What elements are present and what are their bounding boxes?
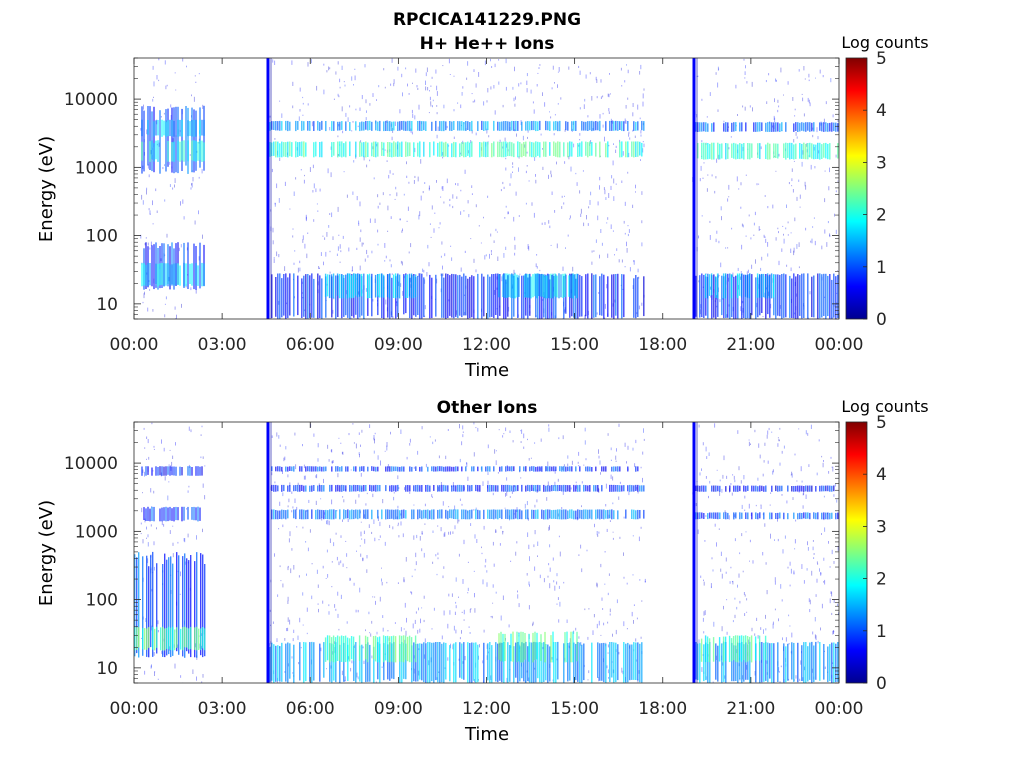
- x-tick-label: 00:00: [815, 699, 864, 719]
- colorbar-label: Log counts: [841, 33, 928, 52]
- band-13: [700, 635, 767, 663]
- x-tick-label: 03:00: [198, 699, 247, 719]
- y-tick-label: 10: [96, 659, 118, 679]
- x-tick-label: 09:00: [374, 335, 423, 355]
- band-1: [134, 626, 206, 651]
- y-tick-label: 10000: [64, 90, 118, 110]
- band-6: [271, 509, 645, 520]
- band-2: [141, 119, 205, 137]
- x-tick-label: 06:00: [286, 335, 335, 355]
- x-tick-label: 00:00: [110, 699, 159, 719]
- panel-title: Other Ions: [437, 398, 538, 418]
- colorbar: [845, 57, 868, 320]
- y-tick-label: 100: [86, 227, 118, 247]
- colorbar-tick-label: 3: [876, 153, 887, 173]
- colorbar: [845, 421, 868, 684]
- y-tick-label: 10000: [64, 454, 118, 474]
- band-11: [695, 485, 835, 492]
- spectrogram-panel-other: Other Ions 00:00 03:00 06:00 09:00 12:00 15:0…: [36, 397, 929, 745]
- x-tick-label: 00:00: [815, 335, 864, 355]
- spike-line-0: [266, 58, 270, 319]
- band-7: [269, 641, 643, 683]
- band-3: [141, 466, 203, 476]
- band-9: [498, 631, 578, 663]
- spike-edge-0: [270, 58, 272, 319]
- colorbar-tick-label: 1: [876, 622, 887, 642]
- spectrogram-panel-h-he: H+ He++ Ions 00:00 03:00 06:00 09:00 12:00 15…: [36, 33, 929, 381]
- spectrogram-content: [134, 422, 839, 683]
- band-4: [141, 262, 205, 287]
- y-tick-label: 10: [96, 295, 118, 315]
- spike-line-0: [266, 422, 270, 683]
- x-tick-label: 15:00: [550, 335, 599, 355]
- panel-title: H+ He++ Ions: [420, 34, 555, 54]
- colorbar-tick-label: 5: [876, 413, 887, 433]
- x-tick-label: 12:00: [462, 699, 511, 719]
- figure-title: RPCICA141229.PNG: [393, 10, 581, 30]
- spectrogram-content: [140, 58, 839, 319]
- band-11: [695, 122, 839, 132]
- band-6: [269, 120, 645, 132]
- band-2: [143, 506, 201, 522]
- band-8: [324, 635, 417, 663]
- band-10: [697, 142, 839, 160]
- band-5: [269, 141, 643, 158]
- spike-line-1: [692, 422, 696, 683]
- y-tick-label: 1000: [75, 522, 118, 542]
- spike-edge-1: [696, 422, 698, 683]
- band-8: [324, 273, 417, 299]
- spike-line-1: [692, 58, 696, 319]
- y-axis-label: Energy (eV): [36, 500, 57, 606]
- x-tick-label: 18:00: [638, 335, 687, 355]
- x-tick-label: 15:00: [550, 699, 599, 719]
- band-4: [271, 466, 639, 472]
- x-tick-label: 00:00: [110, 335, 159, 355]
- colorbar-label: Log counts: [841, 397, 928, 416]
- band-9: [498, 273, 578, 299]
- spike-edge-1: [696, 58, 698, 319]
- colorbar-tick-label: 3: [876, 517, 887, 537]
- spectrogram-area: 00:00 03:00 06:00 09:00 12:00 15:00 18:00 21:00…: [64, 49, 887, 355]
- x-tick-label: 21:00: [726, 699, 775, 719]
- band-5: [271, 484, 645, 492]
- colorbar-tick-label: 0: [876, 674, 887, 694]
- colorbar-tick-label: 1: [876, 258, 887, 278]
- band-13: [704, 273, 775, 299]
- x-tick-label: 18:00: [638, 699, 687, 719]
- x-axis-label: Time: [464, 360, 509, 381]
- colorbar-tick-label: 5: [876, 49, 887, 69]
- colorbar-tick-label: 2: [876, 206, 887, 226]
- colorbar-tick-label: 4: [876, 101, 887, 121]
- x-tick-label: 09:00: [374, 699, 423, 719]
- x-tick-label: 21:00: [726, 335, 775, 355]
- colorbar-tick-label: 2: [876, 570, 887, 590]
- spike-edge-0: [270, 422, 272, 683]
- y-tick-label: 100: [86, 591, 118, 611]
- x-tick-label: 12:00: [462, 335, 511, 355]
- y-tick-label: 1000: [75, 158, 118, 178]
- x-tick-label: 06:00: [286, 699, 335, 719]
- x-tick-label: 03:00: [198, 335, 247, 355]
- band-1: [141, 140, 205, 162]
- x-axis-label: Time: [464, 724, 509, 745]
- band-0: [134, 551, 206, 658]
- y-axis-label: Energy (eV): [36, 136, 57, 242]
- band-10: [695, 512, 839, 520]
- colorbar-tick-label: 0: [876, 310, 887, 330]
- spectrogram-area: 00:00 03:00 06:00 09:00 12:00 15:00 18:00 21:00…: [64, 413, 887, 719]
- colorbar-tick-label: 4: [876, 465, 887, 485]
